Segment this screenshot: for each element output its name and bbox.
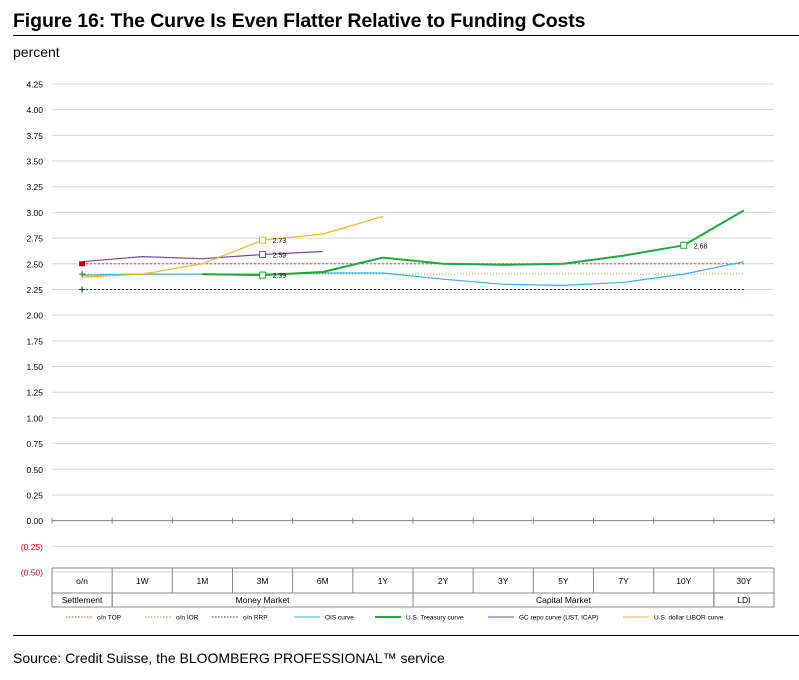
- marker-filled-square: [79, 261, 86, 267]
- x-tick-label: 3Y: [498, 576, 509, 586]
- y-tick-label: 0.50: [26, 465, 43, 475]
- x-tick-label: o/n: [76, 576, 88, 586]
- marker-open-square: [259, 251, 267, 259]
- x-tick-label: 30Y: [736, 576, 751, 586]
- group-label: Capital Market: [536, 595, 591, 605]
- y-tick-label: 0.00: [26, 516, 43, 526]
- x-tick-label: 7Y: [618, 576, 629, 586]
- data-label: 2.39: [273, 273, 287, 280]
- y-tick-label: 1.25: [26, 388, 43, 398]
- y-tick-label: 1.75: [26, 336, 43, 346]
- series-line-gc-repo-curve-ust-icap-: [82, 250, 323, 263]
- series-line-u-s-treasury-curve: [202, 209, 745, 277]
- group-label: Money Market: [236, 595, 290, 605]
- legend-label: U.S. dollar LIBOR curve: [654, 615, 724, 622]
- x-tick-label: 1W: [136, 576, 149, 586]
- y-tick-label: 3.50: [26, 157, 43, 167]
- series-line-u-s-dollar-libor-curve: [82, 215, 384, 278]
- group-label: Settlement: [62, 595, 103, 605]
- chart-svg: 4.25 4.00 3.75 3.50 3.25 3.00 2.75 2.50 2.25 2.00…: [21, 80, 775, 622]
- y-tick-label: 2.75: [26, 234, 43, 244]
- unit-label: percent: [13, 44, 60, 60]
- y-tick-label: 2.00: [26, 311, 43, 321]
- y-tick-label: 4.25: [26, 80, 43, 90]
- x-tick-label: 2Y: [438, 576, 449, 586]
- y-tick-label: 4.00: [26, 105, 43, 115]
- title-rule: [13, 35, 799, 36]
- x-tick-label: 1M: [197, 576, 209, 586]
- data-label: 2.73: [273, 238, 287, 245]
- bottom-rule: [13, 635, 799, 636]
- legend-label: GC repo curve (UST, ICAP): [519, 615, 598, 622]
- y-tick-label: (0.50): [21, 568, 43, 578]
- series-line-ois-curve: [82, 261, 745, 286]
- y-tick-label: 0.25: [26, 490, 43, 500]
- legend-label: o/n TOP: [97, 615, 121, 622]
- figure-title: Figure 16: The Curve Is Even Flatter Rel…: [13, 10, 586, 32]
- y-tick-label: 2.25: [26, 285, 43, 295]
- y-tick-label: 3.75: [26, 131, 43, 141]
- legend-label: o/n RRP: [243, 615, 268, 622]
- y-tick-label: 1.00: [26, 413, 43, 423]
- x-tick-label: 10Y: [676, 576, 691, 586]
- legend-label: o/n IOR: [176, 615, 199, 622]
- x-tick-label: 5Y: [558, 576, 569, 586]
- x-tick-label: 6M: [317, 576, 329, 586]
- legend-label: OIS curve: [325, 615, 354, 622]
- y-tick-label: (0.25): [21, 542, 43, 552]
- data-label: 2.68: [694, 243, 708, 250]
- legend-label: U.S. Treasury curve: [406, 615, 464, 622]
- y-tick-label: 2.50: [26, 259, 43, 269]
- marker-open-square: [259, 236, 267, 244]
- y-tick-label: 0.75: [26, 439, 43, 449]
- x-tick-label: 1Y: [378, 576, 389, 586]
- source-note: Source: Credit Suisse, the BLOOMBERG PRO…: [13, 650, 445, 666]
- y-tick-label: 3.00: [26, 208, 43, 218]
- marker-open-square: [680, 241, 688, 249]
- y-tick-label: 1.50: [26, 362, 43, 372]
- y-tick-label: 3.25: [26, 182, 43, 192]
- marker-open-square: [259, 271, 267, 279]
- x-tick-label: 3M: [257, 576, 269, 586]
- group-label: LDI: [737, 595, 750, 605]
- data-label: 2.59: [273, 253, 287, 260]
